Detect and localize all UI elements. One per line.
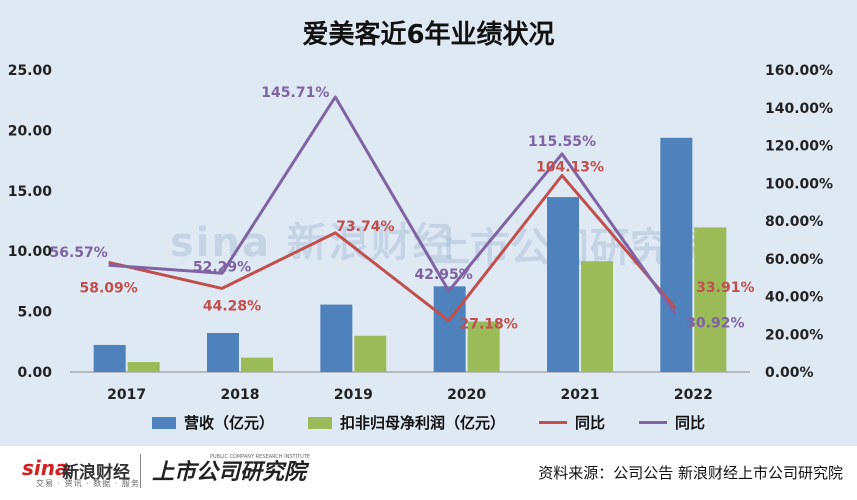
bar-revenue [207, 332, 239, 372]
x-axis-tick-label: 2019 [334, 387, 373, 403]
right-axis-tick-label: 100.00% [765, 176, 833, 192]
chart-title: 爱美客近6年业绩状况 [302, 20, 555, 50]
data-label-yoy-purple: 145.71% [261, 85, 329, 101]
sina-logo: sina [22, 456, 69, 480]
bar-revenue [93, 344, 126, 372]
right-axis-tick-label: 140.00% [765, 101, 833, 117]
data-label-yoy-red: 27.18% [460, 317, 518, 333]
data-label-yoy-red: 33.91% [696, 280, 754, 296]
right-axis-tick-label: 0.00% [765, 365, 814, 381]
data-label-yoy-red: 73.74% [336, 219, 394, 235]
left-axis-tick-label: 25.00 [8, 63, 53, 79]
chart-canvas: 0.00 5.00 10.00 15.00 20.00 25.00 0.00% 20.00% 4… [8, 63, 833, 403]
right-axis-tick-label: 120.00% [765, 139, 833, 155]
data-label-yoy-purple: 52.29% [193, 259, 251, 275]
footer-bar: sina 新浪财经 交易 · 资讯 · 数据 · 服务 上市公司研究院 PUBL… [0, 446, 857, 500]
logo-divider [140, 454, 141, 488]
data-label-yoy-red: 44.28% [203, 298, 261, 314]
legend-swatch-yoy-purple [639, 421, 668, 424]
data-label-yoy-purple: 56.57% [50, 245, 108, 261]
data-label-yoy-purple: 30.92% [686, 316, 744, 332]
legend-label-revenue: 营收（亿元） [183, 414, 274, 432]
right-axis-tick-label: 20.00% [765, 327, 823, 343]
legend-item-yoy-purple: 同比 [639, 412, 705, 433]
bar-profit [354, 335, 387, 372]
right-axis-tick-label: 40.00% [765, 290, 823, 306]
x-axis-tick-label: 2017 [107, 387, 146, 403]
xinlang-logo-text: 新浪财经 [62, 463, 130, 483]
bar-profit [241, 357, 273, 372]
legend-item-profit: 扣非归母净利润（亿元） [307, 412, 505, 433]
legend-item-revenue: 营收（亿元） [151, 412, 274, 433]
bar-profit [581, 261, 613, 372]
bar-revenue [320, 304, 353, 372]
left-axis-tick-label: 15.00 [8, 184, 53, 200]
line-yoy-purple [108, 95, 677, 315]
bar-profit [467, 321, 500, 372]
right-axis-tick-label: 80.00% [765, 214, 823, 230]
data-label-yoy-purple: 115.55% [528, 134, 596, 150]
bar-revenue [547, 197, 579, 372]
legend-swatch-profit [307, 416, 332, 429]
legend-item-yoy-red: 同比 [539, 412, 605, 433]
line-yoy-red [108, 174, 677, 323]
data-label-yoy-red: 58.09% [80, 280, 138, 296]
legend-swatch-revenue [151, 416, 176, 429]
right-axis-tick-label: 160.00% [765, 63, 833, 79]
bar-profit [694, 227, 727, 372]
left-axis-tick-label: 0.00 [17, 365, 52, 381]
left-axis-tick-label: 10.00 [8, 244, 53, 260]
x-axis-tick-label: 2022 [674, 387, 713, 403]
legend-label-yoy-red: 同比 [575, 414, 606, 432]
legend-label-yoy-purple: 同比 [675, 414, 706, 432]
chart-legend: 营收（亿元） 扣非归母净利润（亿元） 同比 同比 [0, 412, 857, 433]
bar-revenue [433, 286, 466, 372]
left-axis-tick-label: 5.00 [17, 305, 52, 321]
legend-swatch-yoy-red [539, 421, 567, 424]
bar-revenue [660, 137, 693, 372]
institute-logo-english: PUBLIC COMPANY RESEARCH INSTITUTE [210, 454, 310, 460]
right-axis-tick-label: 60.00% [765, 252, 823, 268]
institute-logo: 上市公司研究院 [152, 460, 307, 485]
x-axis-tick-label: 2021 [561, 387, 600, 403]
source-note: 资料来源：公司公告 新浪财经上市公司研究院 [538, 464, 843, 482]
bar-profit [127, 362, 160, 372]
x-axis-tick-label: 2020 [447, 387, 486, 403]
legend-label-profit: 扣非归母净利润（亿元） [339, 414, 505, 432]
sina-logo-subtitle: 交易 · 资讯 · 数据 · 服务 [36, 479, 140, 488]
x-axis-tick-label: 2018 [221, 387, 260, 403]
data-label-yoy-red: 104.13% [536, 159, 604, 175]
data-label-yoy-purple: 42.95% [415, 267, 473, 283]
left-axis-tick-label: 20.00 [8, 123, 53, 139]
